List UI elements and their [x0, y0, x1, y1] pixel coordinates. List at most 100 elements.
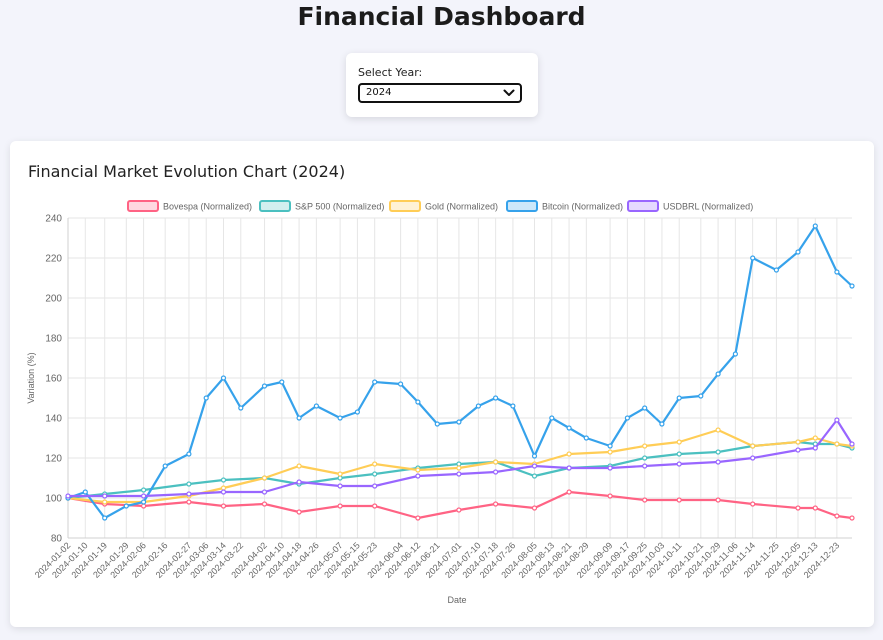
y-tick-label: 220 [45, 254, 62, 265]
data-point [354, 409, 360, 415]
chart-card: Financial Market Evolution Chart (2024) … [10, 141, 874, 627]
data-point [510, 403, 516, 409]
data-point [493, 459, 499, 465]
data-point [549, 415, 555, 421]
legend-swatch[interactable] [389, 200, 421, 212]
legend-swatch[interactable] [627, 200, 659, 212]
data-point [812, 435, 818, 441]
data-point [141, 487, 147, 493]
data-point [372, 379, 378, 385]
data-point [566, 489, 572, 495]
legend-swatch[interactable] [506, 200, 538, 212]
data-point [642, 497, 648, 503]
data-point [834, 417, 840, 423]
data-point [220, 477, 227, 483]
y-tick-label: 100 [45, 494, 62, 505]
data-point [279, 379, 285, 385]
data-point [102, 515, 108, 521]
data-point [313, 403, 319, 409]
data-point [795, 439, 801, 445]
data-point [337, 471, 343, 477]
data-point [676, 497, 682, 503]
data-point [715, 449, 721, 455]
data-point [238, 405, 244, 411]
y-tick-label: 80 [51, 534, 63, 545]
data-point [732, 351, 739, 357]
data-point [607, 449, 613, 455]
data-point [220, 489, 227, 495]
data-point [795, 249, 801, 255]
data-point [337, 475, 343, 481]
data-point [566, 465, 572, 471]
data-point [715, 427, 721, 433]
data-point [812, 445, 818, 451]
market-evolution-chart[interactable]: 801001201401601802002202402024-01-022024… [10, 141, 874, 627]
data-point [750, 443, 756, 449]
data-point [337, 503, 343, 509]
data-point [203, 395, 209, 401]
data-point [456, 471, 462, 477]
data-point [812, 223, 818, 229]
data-point [220, 503, 227, 509]
data-point [493, 501, 499, 507]
data-point [456, 465, 462, 471]
legend-label[interactable]: Bitcoin (Normalized) [542, 202, 623, 212]
data-point [698, 393, 704, 399]
data-point [750, 501, 756, 507]
data-point [659, 421, 665, 427]
data-point [261, 383, 268, 389]
data-point [372, 461, 378, 467]
legend-label[interactable]: Bovespa (Normalized) [163, 202, 252, 212]
data-point [123, 503, 129, 509]
year-select-label: Select Year: [358, 66, 423, 79]
data-point [415, 473, 421, 479]
data-point [676, 439, 682, 445]
data-point [849, 283, 855, 289]
data-point [642, 455, 648, 461]
data-point [607, 465, 613, 471]
legend-swatch[interactable] [127, 200, 159, 212]
data-point [475, 403, 481, 409]
data-point [372, 471, 378, 477]
data-point [834, 513, 840, 519]
legend-label[interactable]: Gold (Normalized) [425, 202, 498, 212]
data-point [261, 475, 268, 481]
data-point [296, 509, 302, 515]
data-point [795, 505, 801, 511]
data-point [456, 507, 462, 513]
chevron-down-icon [503, 89, 515, 96]
year-selector-card: Select Year: 2024 [346, 53, 538, 117]
y-tick-label: 140 [45, 414, 62, 425]
series-line-3 [67, 224, 853, 520]
data-point [102, 493, 108, 499]
data-point [434, 421, 440, 427]
year-select[interactable]: 2024 [358, 83, 522, 103]
data-point [531, 453, 538, 459]
data-point [102, 499, 108, 505]
data-point [676, 395, 682, 401]
data-point [456, 419, 462, 425]
y-tick-label: 120 [45, 454, 62, 465]
data-point [773, 267, 780, 273]
legend-label[interactable]: USDBRL (Normalized) [663, 202, 753, 212]
data-point [493, 469, 499, 475]
y-tick-label: 240 [45, 214, 62, 225]
data-point [372, 503, 378, 509]
data-point [607, 493, 613, 499]
data-point [372, 483, 378, 489]
data-point [624, 415, 631, 421]
data-point [296, 479, 302, 485]
data-point [296, 463, 302, 469]
data-point [676, 451, 682, 457]
page-title: Financial Dashboard [297, 2, 586, 31]
data-point [834, 441, 840, 447]
legend-label[interactable]: S&P 500 (Normalized) [295, 202, 384, 212]
data-point [415, 515, 421, 521]
data-point [398, 381, 404, 387]
year-select-value: 2024 [366, 87, 392, 98]
data-point [186, 499, 192, 505]
data-point [82, 489, 88, 495]
data-point [676, 461, 682, 467]
legend-swatch[interactable] [259, 200, 291, 212]
data-point [715, 371, 721, 377]
